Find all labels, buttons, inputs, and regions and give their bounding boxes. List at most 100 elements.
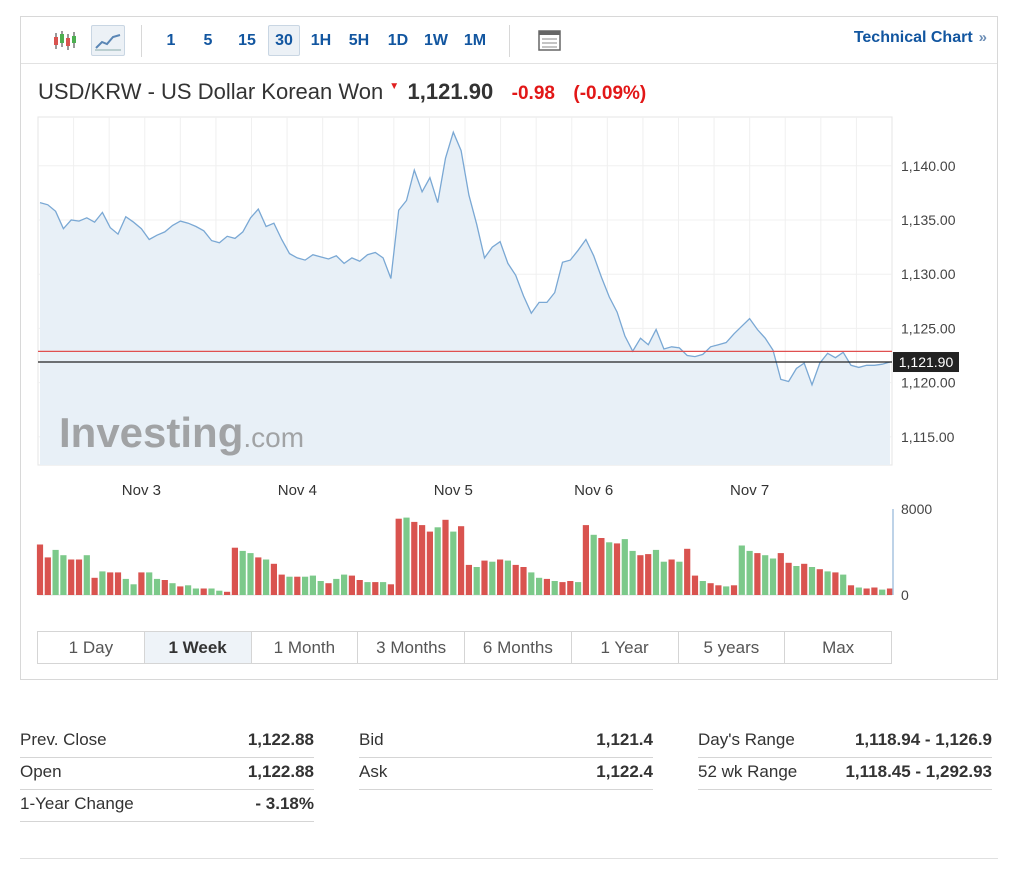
technical-chart-link[interactable]: Technical Chart »: [854, 29, 987, 47]
volume-bar: [364, 582, 371, 595]
stat-label: 52 wk Range: [698, 762, 798, 781]
volume-bar: [419, 525, 426, 595]
interval-button-5[interactable]: 5: [203, 32, 213, 49]
interval-button-1h[interactable]: 1H: [310, 32, 332, 49]
x-tick-label: Nov 7: [730, 482, 769, 499]
volume-bar: [707, 583, 714, 595]
price-change: -0.98: [511, 83, 555, 104]
stat-label: Ask: [359, 762, 388, 781]
volume-bar: [785, 562, 792, 596]
volume-bar: [465, 564, 472, 595]
range-tab-6-months[interactable]: 6 Months: [465, 632, 572, 663]
range-tab-1-year[interactable]: 1 Year: [571, 632, 679, 663]
stat-value: 1,118.94 - 1,126.9: [854, 730, 992, 749]
interval-button-5h[interactable]: 5H: [348, 32, 370, 49]
volume-bar: [192, 588, 199, 595]
range-tab-max[interactable]: Max: [785, 632, 891, 663]
volume-bar: [824, 571, 831, 596]
volume-bar: [754, 553, 761, 595]
volume-bar: [231, 547, 238, 595]
volume-bar: [325, 583, 332, 595]
stat-value: 1,122.88: [247, 762, 314, 781]
volume-bar: [520, 567, 527, 595]
volume-bar: [863, 588, 870, 595]
interval-button-30[interactable]: 30: [268, 25, 300, 56]
volume-bar: [341, 574, 348, 595]
stat-row: Day's Range 1,118.94 - 1,126.9: [698, 726, 992, 758]
current-price-tag: [893, 352, 959, 373]
volume-bar: [153, 578, 161, 595]
double-chevron-right-icon: »: [978, 29, 987, 46]
volume-bar: [426, 531, 433, 595]
volume-bar: [637, 555, 644, 595]
volume-bar: [567, 581, 574, 595]
range-tab-1-month[interactable]: 1 Month: [251, 632, 359, 663]
volume-bar: [434, 527, 441, 595]
volume-bar: [122, 578, 129, 595]
stat-row: 52 wk Range 1,118.45 - 1,292.93: [698, 758, 992, 790]
volume-bar: [395, 518, 402, 595]
price-chart[interactable]: Investing.com 1,140.00 1,135.00 1,130.00 1,1…: [21, 17, 997, 627]
interval-button-1m[interactable]: 1M: [463, 32, 487, 49]
volume-bar: [442, 519, 449, 596]
volume-bar: [746, 550, 753, 595]
volume-bar: [356, 580, 363, 595]
volume-bar: [114, 572, 122, 595]
volume-bar: [871, 587, 878, 595]
down-arrow-icon: ▼: [389, 81, 400, 92]
y-tick-label: 1,140.00: [901, 158, 956, 174]
toolbar-divider: [141, 25, 142, 57]
volume-bar: [302, 576, 309, 595]
volume-bar: [645, 554, 652, 595]
volume-bar: [200, 588, 207, 595]
stat-label: Day's Range: [698, 730, 795, 749]
volume-bar: [575, 582, 582, 595]
range-tab-3-months[interactable]: 3 Months: [358, 632, 465, 663]
area-chart-icon[interactable]: [91, 25, 125, 56]
range-tab-1-week[interactable]: 1 Week: [144, 632, 252, 663]
volume-bar: [730, 585, 738, 595]
range-tab-5-years[interactable]: 5 years: [678, 632, 786, 663]
last-price: 1,121.90: [407, 79, 494, 104]
x-tick-label: Nov 3: [122, 482, 161, 499]
interval-button-15[interactable]: 15: [238, 32, 256, 49]
stat-label: Prev. Close: [20, 730, 107, 749]
volume-bar: [185, 585, 192, 595]
volume-bar: [489, 561, 496, 595]
x-tick-label: Nov 4: [278, 482, 317, 499]
volume-bar: [793, 566, 800, 595]
stat-row: Prev. Close 1,122.88: [20, 726, 314, 758]
candlestick-chart-icon[interactable]: [49, 25, 81, 56]
y-tick-label: 1,115.00: [901, 429, 955, 445]
volume-bar: [91, 577, 98, 595]
volume-bar: [621, 539, 628, 595]
volume-bar: [99, 571, 106, 596]
interval-button-1[interactable]: 1: [166, 32, 176, 49]
volume-bar: [403, 517, 410, 595]
volume-bar: [738, 545, 745, 595]
interval-button-1w[interactable]: 1W: [424, 32, 448, 49]
volume-bar: [380, 582, 387, 595]
toolbar-divider: [509, 25, 510, 57]
volume-bar: [816, 569, 823, 595]
volume-bar: [652, 549, 660, 595]
instrument-name: USD/KRW - US Dollar Korean Won: [38, 79, 384, 104]
instrument-header: USD/KRW - US Dollar Korean Won ▼ 1,121.90…: [38, 79, 646, 109]
volume-bar: [879, 589, 886, 595]
volume-bar: [528, 572, 535, 595]
stat-value: 1,121.4: [596, 730, 653, 749]
stat-value: 1,122.4: [596, 762, 653, 781]
range-tab-1-day[interactable]: 1 Day: [38, 632, 145, 663]
volume-bar: [333, 578, 340, 595]
volume-bar: [68, 559, 75, 595]
volume-bar: [348, 575, 355, 595]
volume-bar: [582, 525, 589, 595]
volume-bar: [613, 543, 621, 595]
volume-bar: [536, 577, 543, 595]
interval-button-1d[interactable]: 1D: [387, 32, 409, 49]
table-view-icon[interactable]: [536, 25, 564, 56]
volume-bar: [309, 575, 316, 595]
volume-bar: [723, 586, 730, 595]
volume-bar: [504, 560, 511, 595]
stat-value: 1,118.45 - 1,292.93: [845, 762, 992, 781]
